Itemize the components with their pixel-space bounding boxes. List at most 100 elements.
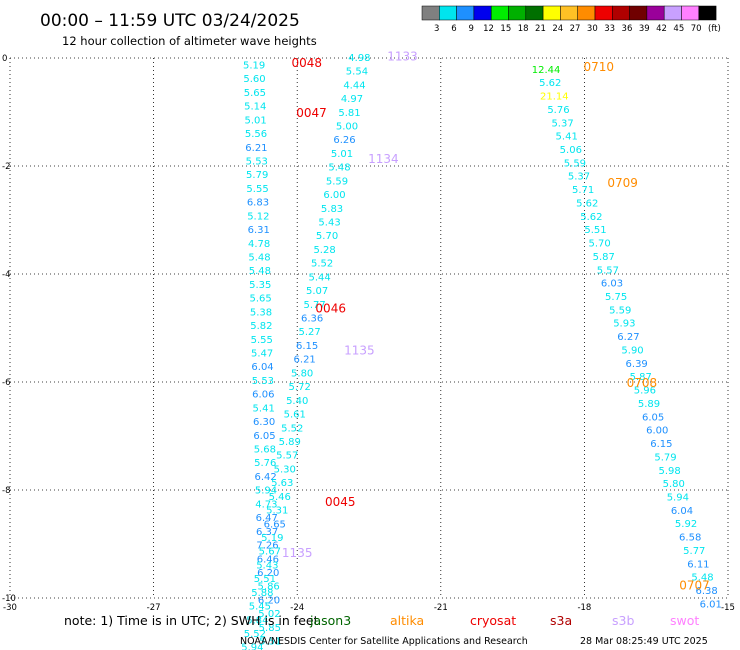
pass-time-label: 0047 — [296, 106, 327, 120]
data-point: 5.51 — [254, 574, 276, 585]
data-point: 6.30 — [253, 417, 275, 428]
data-point: 5.77 — [683, 546, 705, 557]
legend-swatch — [646, 5, 665, 21]
legend-swatch-label: 3 — [434, 24, 439, 34]
mission-label: swot — [670, 613, 699, 628]
data-point: 6.04 — [671, 506, 693, 517]
legend-swatch-label: 24 — [552, 24, 563, 34]
legend-swatch-label: 45 — [673, 24, 684, 34]
data-point: 6.31 — [248, 225, 270, 236]
data-point: 6.04 — [251, 362, 273, 373]
data-point: 5.89 — [279, 437, 301, 448]
data-point: 5.41 — [556, 132, 578, 143]
legend-swatch — [594, 5, 613, 21]
data-point: 5.44 — [308, 272, 330, 283]
data-point: 6.20 — [257, 568, 279, 579]
data-point: 5.72 — [289, 382, 311, 393]
data-point: 5.98 — [658, 466, 680, 477]
x-tick-label: -30 — [3, 603, 17, 613]
data-point: 6.00 — [323, 190, 345, 201]
legend-swatch — [473, 5, 492, 21]
legend-swatch — [698, 5, 717, 21]
data-point: 5.01 — [331, 149, 353, 160]
color-scale-legend: 3 6 9 12 15 18 21 24 27 30 33 36 39 42 45 70 — [421, 5, 717, 34]
legend-unit: (ft) — [708, 24, 721, 34]
legend-swatch — [560, 5, 578, 21]
data-point: 6.65 — [264, 519, 286, 530]
legend-swatch-label: 39 — [639, 24, 650, 34]
data-point: 5.85 — [259, 623, 281, 634]
legend-swatch — [663, 5, 682, 21]
data-point: 5.79 — [246, 170, 268, 181]
data-point: 6.83 — [247, 198, 269, 209]
data-point: 5.67 — [259, 547, 281, 558]
data-point: 4.98 — [348, 53, 370, 64]
data-point: 5.00 — [336, 122, 358, 133]
data-point: 6.05 — [642, 412, 664, 423]
data-point: 5.51 — [259, 637, 281, 648]
data-point: 5.43 — [318, 218, 340, 229]
legend-swatch-label: 18 — [518, 24, 529, 34]
data-point: 5.86 — [258, 582, 280, 593]
x-tick-label: -24 — [290, 603, 304, 613]
legend-swatch-label: 36 — [622, 24, 633, 34]
x-tick-label: -21 — [434, 603, 448, 613]
pass-time-label: 0709 — [607, 176, 638, 190]
data-point: 6.11 — [687, 559, 709, 570]
data-point: 6.38 — [696, 586, 718, 597]
data-point: 5.62 — [580, 212, 602, 223]
legend-swatch-label: 27 — [570, 24, 581, 34]
data-point: 6.15 — [296, 341, 318, 352]
data-point: 5.60 — [243, 74, 265, 85]
data-point: 5.55 — [246, 184, 268, 195]
data-point: 5.19 — [243, 60, 265, 71]
footer-timestamp: 28 Mar 08:25:49 UTC 2025 — [580, 636, 708, 647]
data-point: 5.89 — [638, 399, 660, 410]
legend-swatch — [456, 5, 475, 21]
data-point: 5.47 — [251, 349, 273, 360]
data-point: 5.51 — [584, 225, 606, 236]
data-point: 21.14 — [540, 92, 569, 103]
data-point: 6.42 — [254, 472, 276, 483]
data-point: 5.83 — [321, 204, 343, 215]
data-point: 5.31 — [266, 506, 288, 517]
legend-swatch-label: 6 — [451, 24, 456, 34]
data-point: 5.90 — [621, 345, 643, 356]
legend-swatch — [421, 5, 440, 21]
legend-swatch — [525, 5, 544, 21]
data-point: 12.44 — [532, 65, 561, 76]
footer-note: note: 1) Time is in UTC; 2) SWH is in fe… — [64, 613, 319, 628]
legend-swatch — [629, 5, 648, 21]
data-point: 5.38 — [250, 307, 272, 318]
data-point: 5.70 — [316, 231, 338, 242]
pass-time-label: 0708 — [627, 376, 658, 390]
data-point: 5.52 — [281, 423, 303, 434]
mission-legend: jason3 altika cryosat s3a s3b swot — [309, 613, 699, 628]
pass-time-label: 0048 — [291, 56, 322, 70]
data-point: 5.14 — [244, 102, 266, 113]
data-point: 6.37 — [256, 527, 278, 538]
y-tick-label: -6 — [2, 378, 10, 388]
data-point: 5.94 — [241, 643, 263, 650]
data-point: 5.28 — [313, 245, 335, 256]
data-point: 5.57 — [276, 451, 298, 462]
y-tick-label: 0 — [2, 54, 7, 64]
data-point: 5.06 — [560, 145, 582, 156]
data-point: 5.93 — [613, 319, 635, 330]
data-point: 5.35 — [249, 280, 271, 291]
legend-swatch — [508, 5, 527, 21]
x-tick-label: -18 — [577, 603, 591, 613]
data-point: 5.81 — [338, 108, 360, 119]
data-point: 5.61 — [284, 410, 306, 421]
data-point: 7.26 — [256, 541, 278, 552]
legend-swatch-label: 9 — [469, 24, 474, 34]
legend-swatch-label: 12 — [483, 24, 494, 34]
data-point: 5.59 — [564, 158, 586, 169]
data-point: 6.58 — [679, 533, 701, 544]
data-point: 6.05 — [253, 431, 275, 442]
data-point: 5.59 — [609, 305, 631, 316]
mission-label: altika — [390, 613, 424, 628]
pass-time-label: 0707 — [679, 579, 710, 593]
data-point: 5.75 — [605, 292, 627, 303]
